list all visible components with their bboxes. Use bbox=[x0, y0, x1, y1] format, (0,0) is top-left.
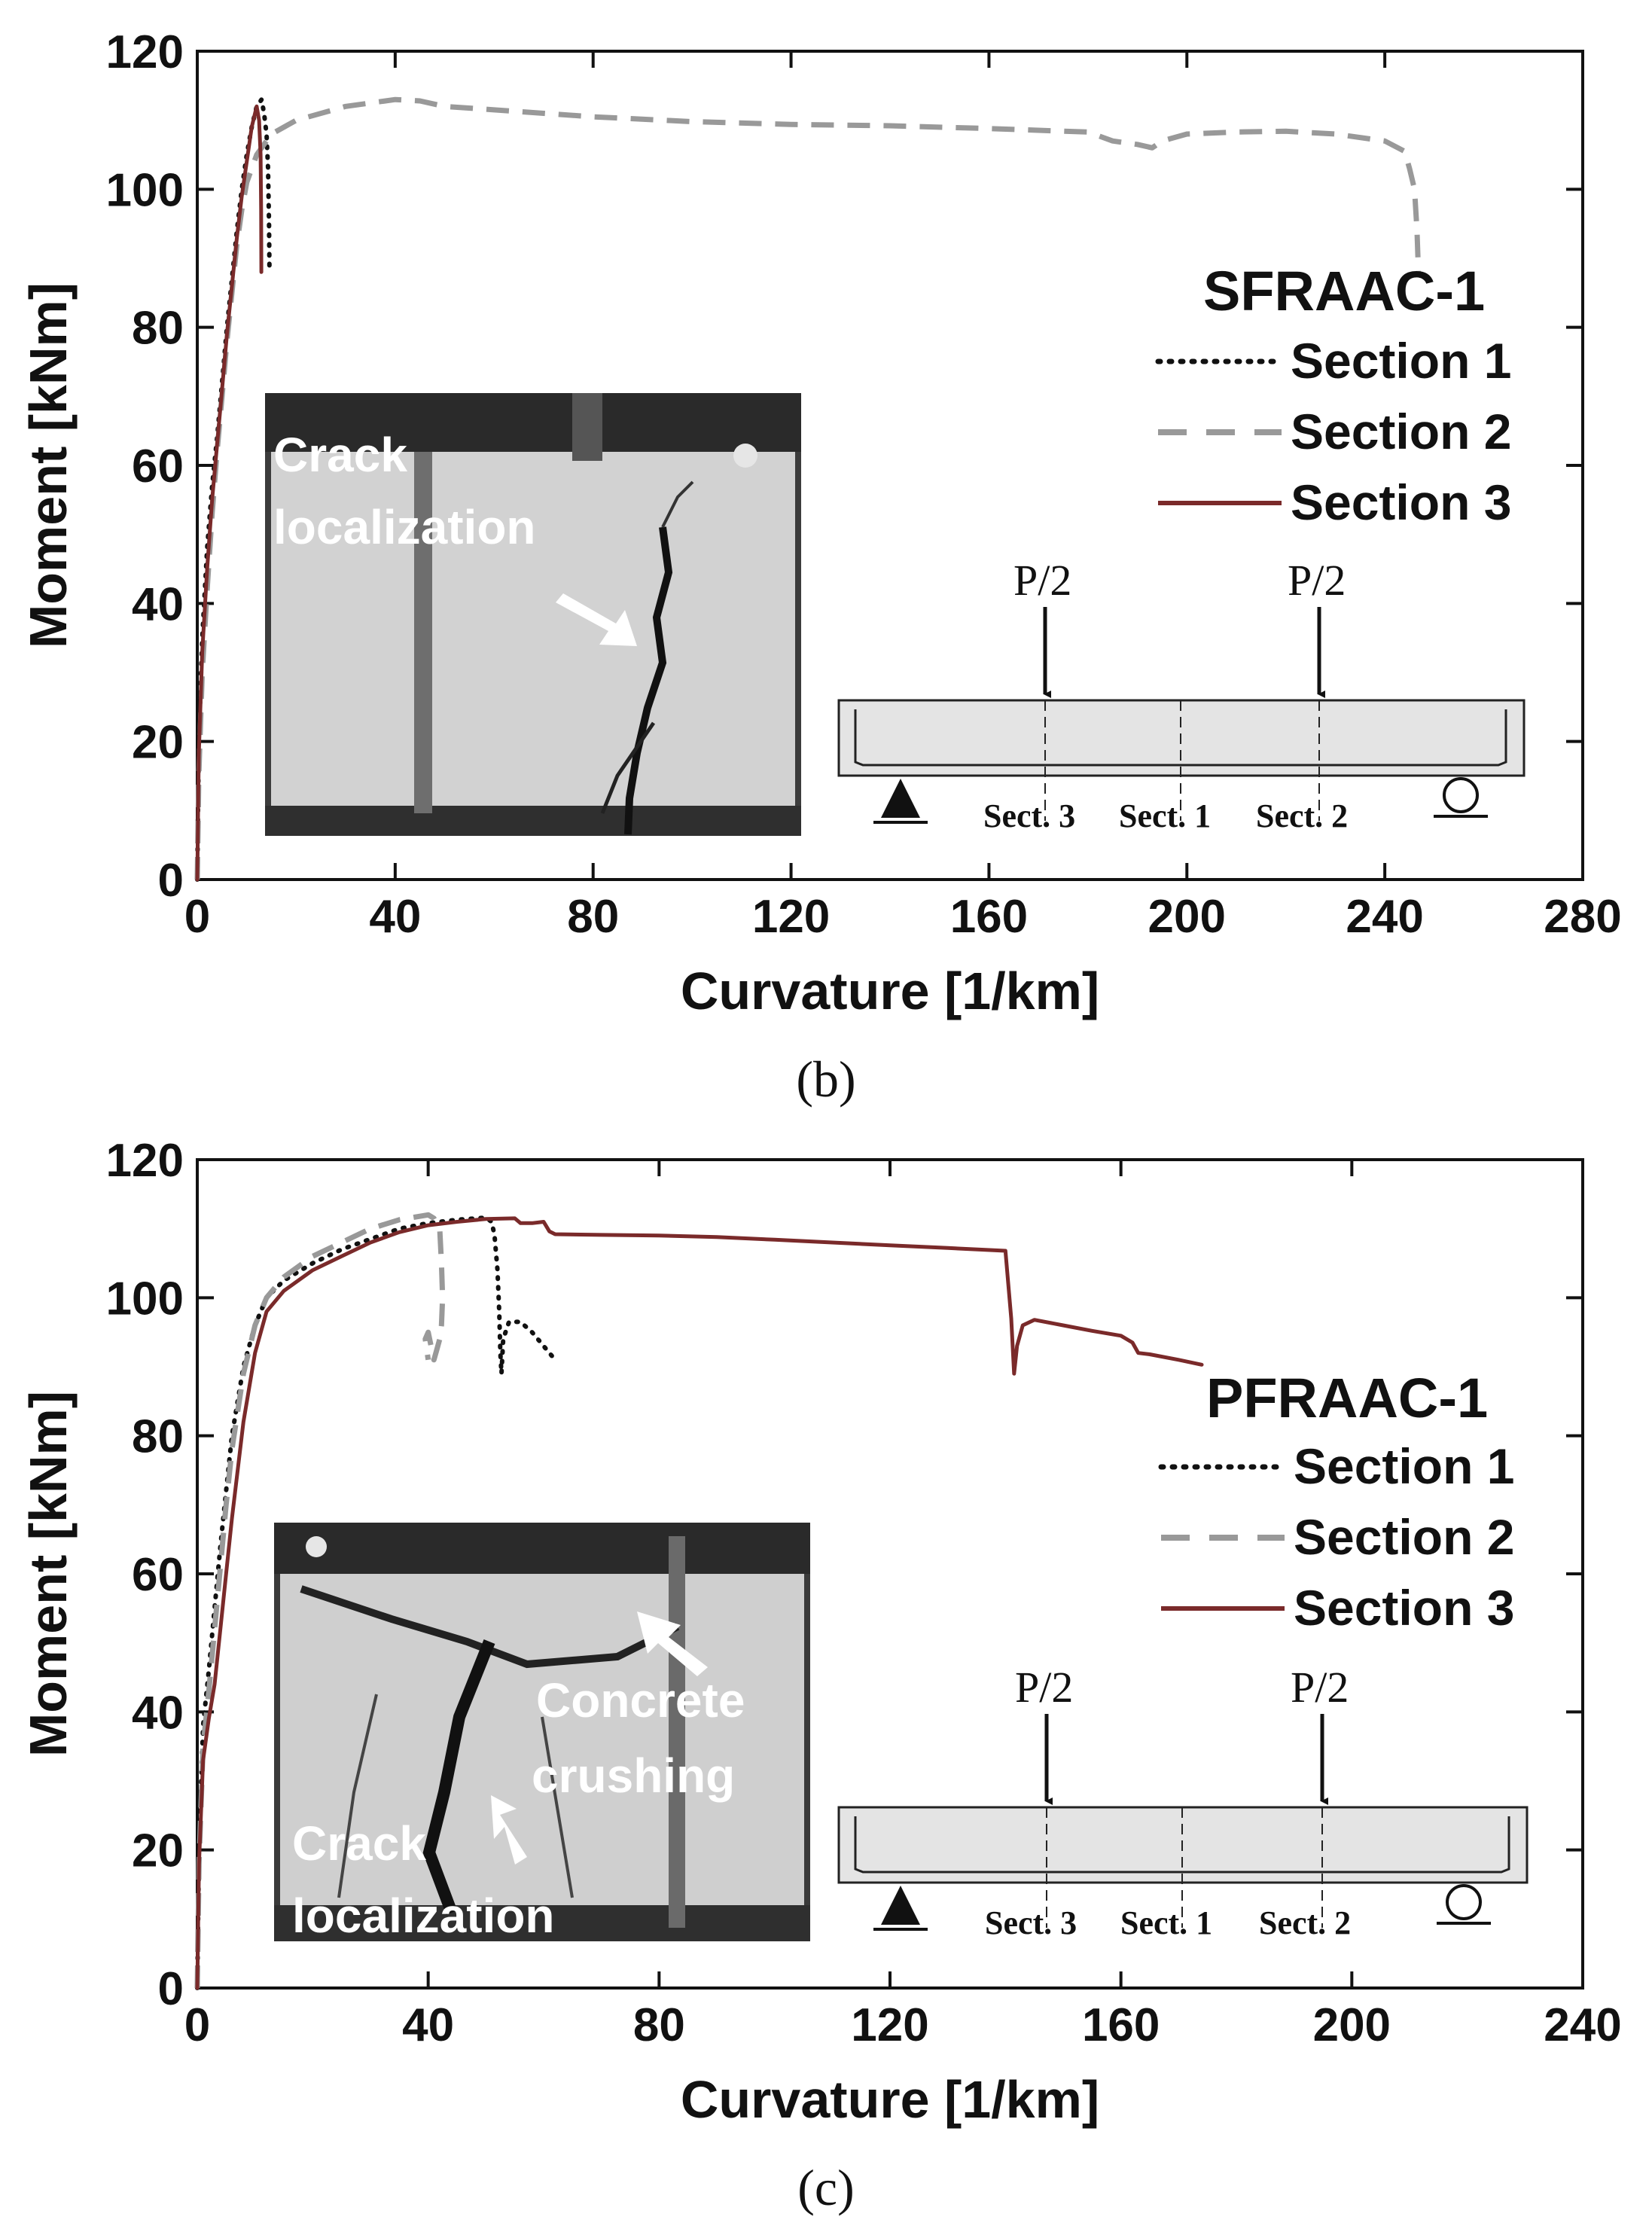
y-tick-label: 40 bbox=[132, 578, 184, 630]
section-label-2: Sect. 2 bbox=[1259, 1904, 1351, 1941]
section-label-1: Sect. 1 bbox=[1120, 1904, 1212, 1941]
roller-support-icon bbox=[1443, 777, 1479, 813]
x-axis-label: Curvature [1/km] bbox=[681, 2070, 1099, 2129]
legend-label-section-2: Section 2 bbox=[1294, 1509, 1514, 1565]
legend-title: PFRAAC-1 bbox=[1206, 1367, 1488, 1429]
x-tick-label: 0 bbox=[184, 891, 210, 943]
axis-ticks: 0 40 80 120 160 200 240 0 20 40 60 80 100 120 bbox=[106, 1135, 1622, 2051]
legend-label-section-3: Section 3 bbox=[1291, 474, 1511, 530]
legend-label-section-2: Section 2 bbox=[1291, 404, 1511, 459]
photo-inset-crushing-and-crack: Concrete crushing Crack localization bbox=[274, 1523, 810, 1943]
x-tick-label: 0 bbox=[184, 1999, 210, 2051]
y-tick-label: 80 bbox=[132, 303, 184, 355]
y-tick-label: 20 bbox=[132, 1825, 184, 1877]
legend-label-section-1: Section 1 bbox=[1294, 1438, 1514, 1494]
legend-label-section-1: Section 1 bbox=[1291, 333, 1511, 389]
y-axis-label: Moment [kNm] bbox=[19, 282, 78, 648]
photo-text-crack: Crack bbox=[273, 428, 407, 482]
series-line-section-2 bbox=[194, 1212, 446, 1989]
x-tick-label: 120 bbox=[752, 891, 830, 943]
y-tick-label: 120 bbox=[106, 26, 184, 78]
roller-support-icon bbox=[1446, 1884, 1482, 1920]
axis-ticks: 0 40 80 120 160 200 240 280 0 20 40 60 80 100 120 bbox=[106, 26, 1622, 943]
section-label-3: Sect. 3 bbox=[985, 1904, 1077, 1941]
series-line-section-3 bbox=[195, 104, 264, 882]
series-group bbox=[194, 1212, 1204, 1990]
chart-pfraac-1: Concrete crushing Crack localization P/2… bbox=[19, 1135, 1622, 2216]
pin-support-icon bbox=[881, 779, 920, 818]
panel-label-c: (c) bbox=[797, 2159, 854, 2216]
photo-text-crushing: crushing bbox=[532, 1749, 735, 1803]
load-label-right: P/2 bbox=[1288, 556, 1346, 605]
y-tick-label: 60 bbox=[132, 441, 184, 492]
chart-sfraac-1: Crack localization P/2 P/2 Sect. 3 Sect.… bbox=[19, 26, 1622, 1108]
x-tick-label: 40 bbox=[369, 891, 421, 943]
panel-label-b: (b) bbox=[796, 1050, 855, 1108]
x-tick-label: 160 bbox=[1082, 1999, 1160, 2051]
photo-text-localization: localization bbox=[273, 500, 536, 554]
load-label-left: P/2 bbox=[1015, 1663, 1073, 1712]
y-tick-label: 0 bbox=[158, 855, 184, 907]
white-arrow-icon bbox=[491, 1795, 527, 1865]
x-tick-label: 80 bbox=[633, 1999, 685, 2051]
y-tick-label: 100 bbox=[106, 1273, 184, 1325]
series-line-section-1 bbox=[195, 97, 272, 882]
beam-diagram: P/2 P/2 Sect. 3 Sect. 1 Sect. 2 bbox=[837, 556, 1526, 834]
white-arrow-icon bbox=[556, 593, 637, 646]
x-tick-label: 160 bbox=[950, 891, 1028, 943]
legend: SFRAAC-1 Section 1 Section 2 Section 3 bbox=[1155, 260, 1511, 530]
photo-inset-crack-localization: Crack localization bbox=[265, 393, 801, 836]
section-label-3: Sect. 3 bbox=[983, 797, 1075, 834]
white-arrow-icon bbox=[637, 1611, 708, 1676]
y-tick-label: 0 bbox=[158, 1963, 184, 2015]
load-label-right: P/2 bbox=[1291, 1663, 1349, 1712]
beam-diagram: P/2 P/2 Sect. 3 Sect. 1 Sect. 2 bbox=[837, 1663, 1529, 1941]
x-tick-label: 240 bbox=[1544, 1999, 1621, 2051]
series-group bbox=[194, 96, 1422, 882]
photo-text-concrete: Concrete bbox=[536, 1673, 745, 1727]
section-label-1: Sect. 1 bbox=[1119, 797, 1211, 834]
y-tick-label: 80 bbox=[132, 1411, 184, 1463]
legend: PFRAAC-1 Section 1 Section 2 Section 3 bbox=[1158, 1367, 1514, 1636]
pin-support-icon bbox=[881, 1886, 920, 1925]
y-tick-label: 120 bbox=[106, 1135, 184, 1187]
x-tick-label: 200 bbox=[1313, 1999, 1391, 2051]
x-tick-label: 200 bbox=[1148, 891, 1226, 943]
photo-text-crack: Crack bbox=[292, 1816, 426, 1871]
load-label-left: P/2 bbox=[1013, 556, 1071, 605]
x-tick-label: 280 bbox=[1544, 891, 1621, 943]
x-tick-label: 40 bbox=[402, 1999, 454, 2051]
photo-text-localization: localization bbox=[292, 1889, 555, 1943]
series-line-section-3 bbox=[195, 1216, 1204, 1990]
x-axis-label: Curvature [1/km] bbox=[681, 962, 1099, 1020]
y-tick-label: 60 bbox=[132, 1549, 184, 1601]
x-tick-label: 80 bbox=[567, 891, 619, 943]
y-tick-label: 20 bbox=[132, 717, 184, 769]
y-tick-label: 40 bbox=[132, 1687, 184, 1739]
x-tick-label: 120 bbox=[851, 1999, 928, 2051]
x-tick-label: 240 bbox=[1346, 891, 1423, 943]
section-label-2: Sect. 2 bbox=[1256, 797, 1348, 834]
y-axis-label: Moment [kNm] bbox=[19, 1391, 78, 1757]
legend-label-section-3: Section 3 bbox=[1294, 1580, 1514, 1636]
legend-title: SFRAAC-1 bbox=[1203, 260, 1485, 322]
y-tick-label: 100 bbox=[106, 164, 184, 216]
